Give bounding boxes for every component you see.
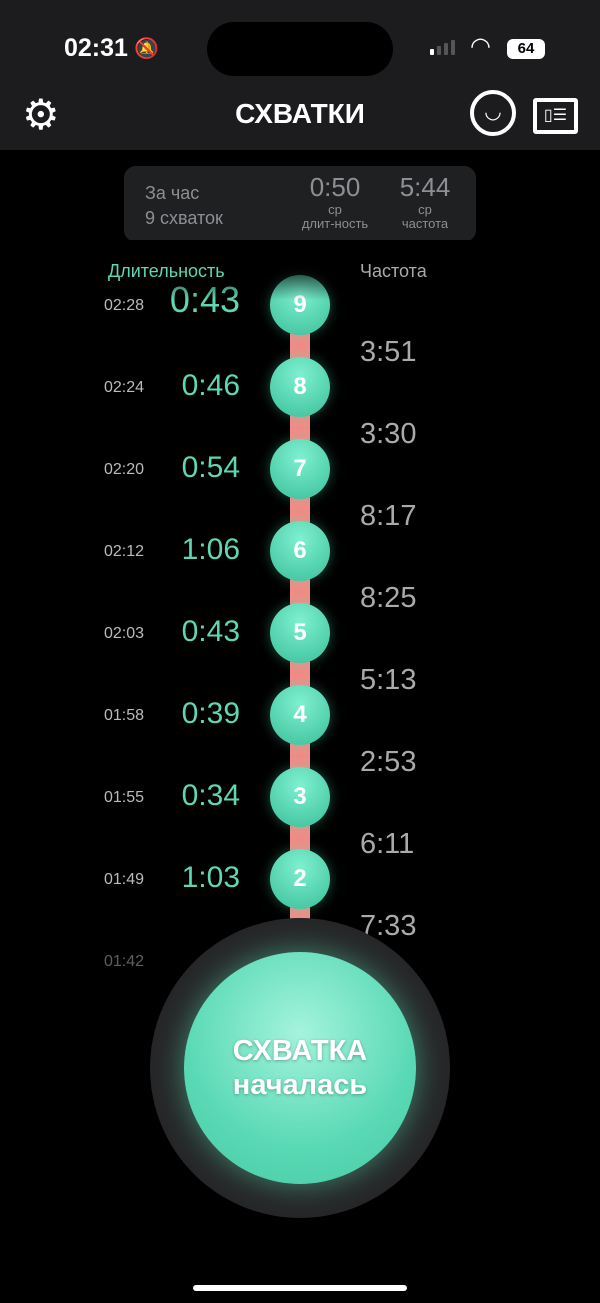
contraction-interval: 3:51 <box>360 336 417 368</box>
contraction-number-bubble[interactable]: 7 <box>270 439 330 499</box>
silent-bell-icon: 🔕 <box>134 38 159 60</box>
contraction-time: 02:24 <box>103 379 144 396</box>
home-indicator[interactable] <box>193 1285 407 1291</box>
contraction-time: 02:03 <box>103 625 144 642</box>
duration-header: Длительность <box>108 261 225 281</box>
contraction-time: 01:58 <box>103 707 144 724</box>
button-line2: началась <box>232 1069 368 1101</box>
button-line1: СХВАТКА <box>232 1035 368 1067</box>
contraction-duration: 0:34 <box>181 779 240 812</box>
avg-duration-label2: длит-ность <box>301 216 369 231</box>
contraction-duration: 1:03 <box>181 861 240 894</box>
contraction-duration: 0:46 <box>181 369 240 402</box>
contraction-interval: 8:25 <box>360 582 417 614</box>
contraction-number-bubble[interactable]: 8 <box>270 357 330 417</box>
page-title: СХВАТКИ <box>235 98 365 129</box>
frequency-header: Частота <box>360 261 427 281</box>
contraction-duration: 1:06 <box>181 533 240 566</box>
contraction-time: 02:28 <box>103 297 144 314</box>
contraction-time: 01:55 <box>103 789 144 806</box>
avg-duration-label: ср <box>328 202 342 217</box>
summary-count: 9 схваток <box>145 208 223 228</box>
avg-frequency-value: 5:44 <box>399 172 451 202</box>
contraction-time: 02:20 <box>103 461 144 478</box>
status-time: 02:31 <box>64 34 128 62</box>
contraction-interval: 2:53 <box>360 746 417 778</box>
contraction-number-bubble[interactable]: 4 <box>270 685 330 745</box>
gear-icon[interactable]: ⚙ <box>22 91 60 138</box>
signal-icon <box>430 40 455 55</box>
avg-frequency-label2: частота <box>401 216 449 231</box>
contraction-time: 02:12 <box>103 543 144 560</box>
contraction-duration: 0:43 <box>181 615 240 648</box>
contraction-started-button[interactable]: СХВАТКА началась <box>184 952 416 1184</box>
contraction-interval: 8:17 <box>360 500 417 532</box>
avg-duration: 0:50 ср длит-ность <box>290 172 380 231</box>
avg-frequency-label: ср <box>418 202 432 217</box>
baby-face-icon[interactable]: ◡ <box>470 90 516 136</box>
contraction-time: 01:42 <box>103 953 144 970</box>
contraction-interval: 3:30 <box>360 418 417 450</box>
contraction-number-bubble[interactable]: 3 <box>270 767 330 827</box>
summary-card: За час 9 схваток 0:50 ср длит-ность 5:44… <box>124 166 476 242</box>
contraction-duration: 0:39 <box>181 697 240 730</box>
summary-period: За час <box>145 183 200 203</box>
dynamic-island <box>207 22 393 76</box>
top-fade <box>0 240 600 300</box>
book-icon[interactable]: ▯☰ <box>533 98 578 134</box>
contraction-interval: 5:13 <box>360 664 417 696</box>
contraction-interval: 6:11 <box>360 828 415 860</box>
contraction-time: 01:49 <box>103 871 144 888</box>
wifi-icon: ◠ <box>470 33 491 60</box>
contraction-number-bubble[interactable]: 6 <box>270 521 330 581</box>
battery-icon: 64 <box>507 39 545 59</box>
contraction-number-bubble[interactable]: 5 <box>270 603 330 663</box>
contraction-number-bubble[interactable]: 2 <box>270 849 330 909</box>
contraction-duration: 0:54 <box>181 451 240 484</box>
avg-duration-value: 0:50 <box>309 172 361 202</box>
avg-frequency: 5:44 ср частота <box>380 172 470 231</box>
